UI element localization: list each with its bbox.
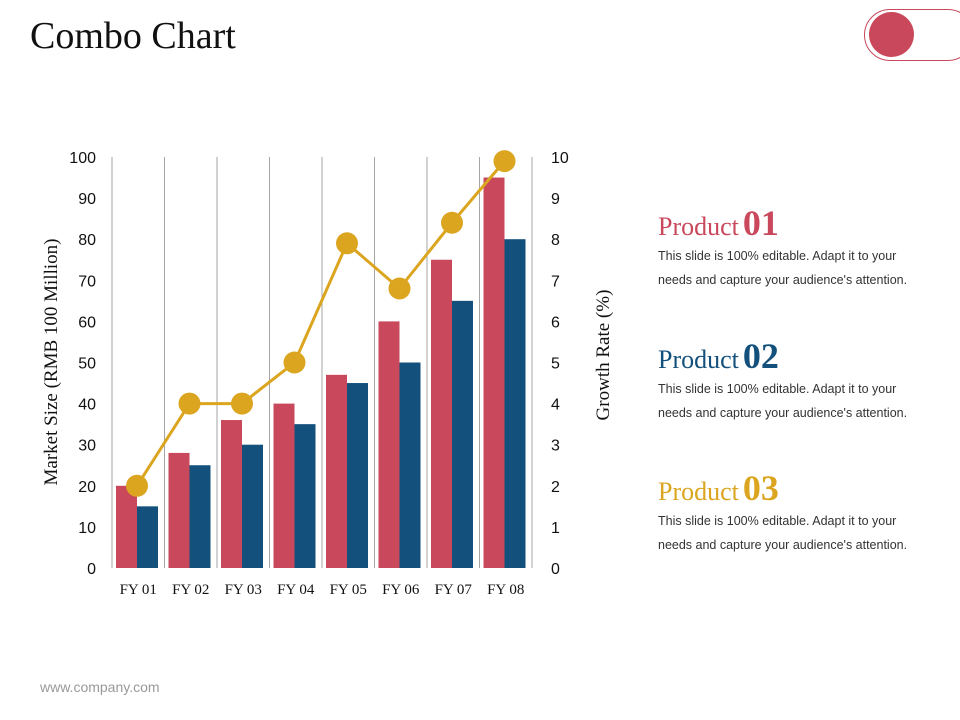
line-point-product-03 — [126, 474, 148, 497]
product-2-heading: Product 02 — [658, 338, 928, 375]
product-1-heading: Product 01 — [658, 205, 928, 242]
x-tick-label: FY 01 — [120, 582, 157, 598]
bar-product-02 — [242, 444, 263, 568]
product-1-description: This slide is 100% editable. Adapt it to… — [658, 249, 908, 287]
y2-tick-label: 2 — [551, 479, 560, 496]
bar-product-02 — [347, 383, 368, 568]
x-tick-label: FY 08 — [487, 582, 524, 598]
y2-tick-label: 7 — [551, 273, 560, 290]
product-legend-1: Product 01 This slide is 100% editable. A… — [658, 205, 928, 292]
y2-tick-label: 0 — [551, 561, 560, 578]
y-tick-label: 80 — [78, 232, 96, 249]
y2-tick-label: 4 — [551, 397, 560, 414]
product-3-number: 03 — [742, 468, 779, 508]
y2-tick-label: 5 — [551, 356, 560, 373]
y-tick-label: 0 — [87, 561, 96, 578]
bar-product-02 — [189, 465, 211, 568]
slide-title: Combo Chart — [30, 15, 236, 57]
x-tick-label: FY 05 — [330, 582, 367, 598]
y-tick-label: 50 — [78, 356, 96, 373]
product-3-description: This slide is 100% editable. Adapt it to… — [658, 514, 908, 552]
y2-tick-label: 6 — [551, 314, 560, 331]
y-axis-title: Market Size (RMB 100 Million) — [41, 239, 62, 486]
product-3-name: Product — [658, 477, 739, 506]
y2-tick-label: 8 — [551, 232, 560, 249]
bar-product-02 — [504, 239, 526, 568]
x-tick-label: FY 04 — [277, 582, 315, 598]
y-tick-label: 60 — [78, 314, 96, 331]
x-tick-label: FY 03 — [225, 582, 262, 598]
y-tick-label: 30 — [78, 438, 96, 455]
bar-product-02 — [452, 300, 473, 568]
product-1-name: Product — [658, 212, 739, 241]
logo-badge — [864, 9, 960, 61]
bar-product-01 — [431, 259, 452, 568]
line-point-product-03 — [441, 211, 463, 234]
line-point-product-03 — [336, 232, 358, 255]
y2-axis-title: Growth Rate (%) — [593, 290, 614, 421]
bar-product-01 — [378, 321, 400, 568]
y-tick-label: 40 — [78, 397, 96, 414]
line-point-product-03 — [283, 351, 306, 374]
product-1-number: 01 — [742, 203, 779, 243]
y-tick-label: 100 — [69, 150, 96, 167]
y-tick-label: 20 — [78, 479, 96, 496]
line-point-product-03 — [493, 150, 516, 173]
x-tick-label: FY 02 — [172, 582, 209, 598]
bar-product-01 — [273, 403, 295, 568]
product-legend-2: Product 02 This slide is 100% editable. A… — [658, 338, 928, 425]
y-tick-label: 10 — [78, 520, 96, 537]
product-3-heading: Product 03 — [658, 470, 928, 507]
y2-tick-label: 10 — [551, 150, 569, 167]
line-point-product-03 — [178, 392, 201, 415]
product-2-number: 02 — [742, 336, 779, 376]
bar-product-02 — [399, 362, 421, 568]
bar-product-01 — [116, 485, 137, 568]
footer-url: www.company.com — [40, 679, 160, 695]
x-tick-label: FY 06 — [382, 582, 420, 598]
x-tick-label: FY 07 — [435, 582, 473, 598]
bar-product-02 — [137, 506, 158, 568]
y2-tick-label: 9 — [551, 191, 560, 208]
bar-product-01 — [326, 374, 347, 568]
bar-product-01 — [221, 420, 242, 568]
line-point-product-03 — [231, 392, 253, 415]
bar-product-02 — [294, 424, 316, 568]
bar-product-01 — [483, 177, 505, 569]
y2-tick-label: 3 — [551, 438, 560, 455]
product-legend-3: Product 03 This slide is 100% editable. A… — [658, 470, 928, 557]
y2-tick-label: 1 — [551, 520, 560, 537]
product-2-description: This slide is 100% editable. Adapt it to… — [658, 382, 908, 420]
line-point-product-03 — [388, 277, 411, 300]
logo-dot-icon — [869, 12, 914, 57]
bar-product-01 — [168, 452, 190, 568]
y-tick-label: 90 — [78, 191, 96, 208]
product-2-name: Product — [658, 345, 739, 374]
y-tick-label: 70 — [78, 273, 96, 290]
